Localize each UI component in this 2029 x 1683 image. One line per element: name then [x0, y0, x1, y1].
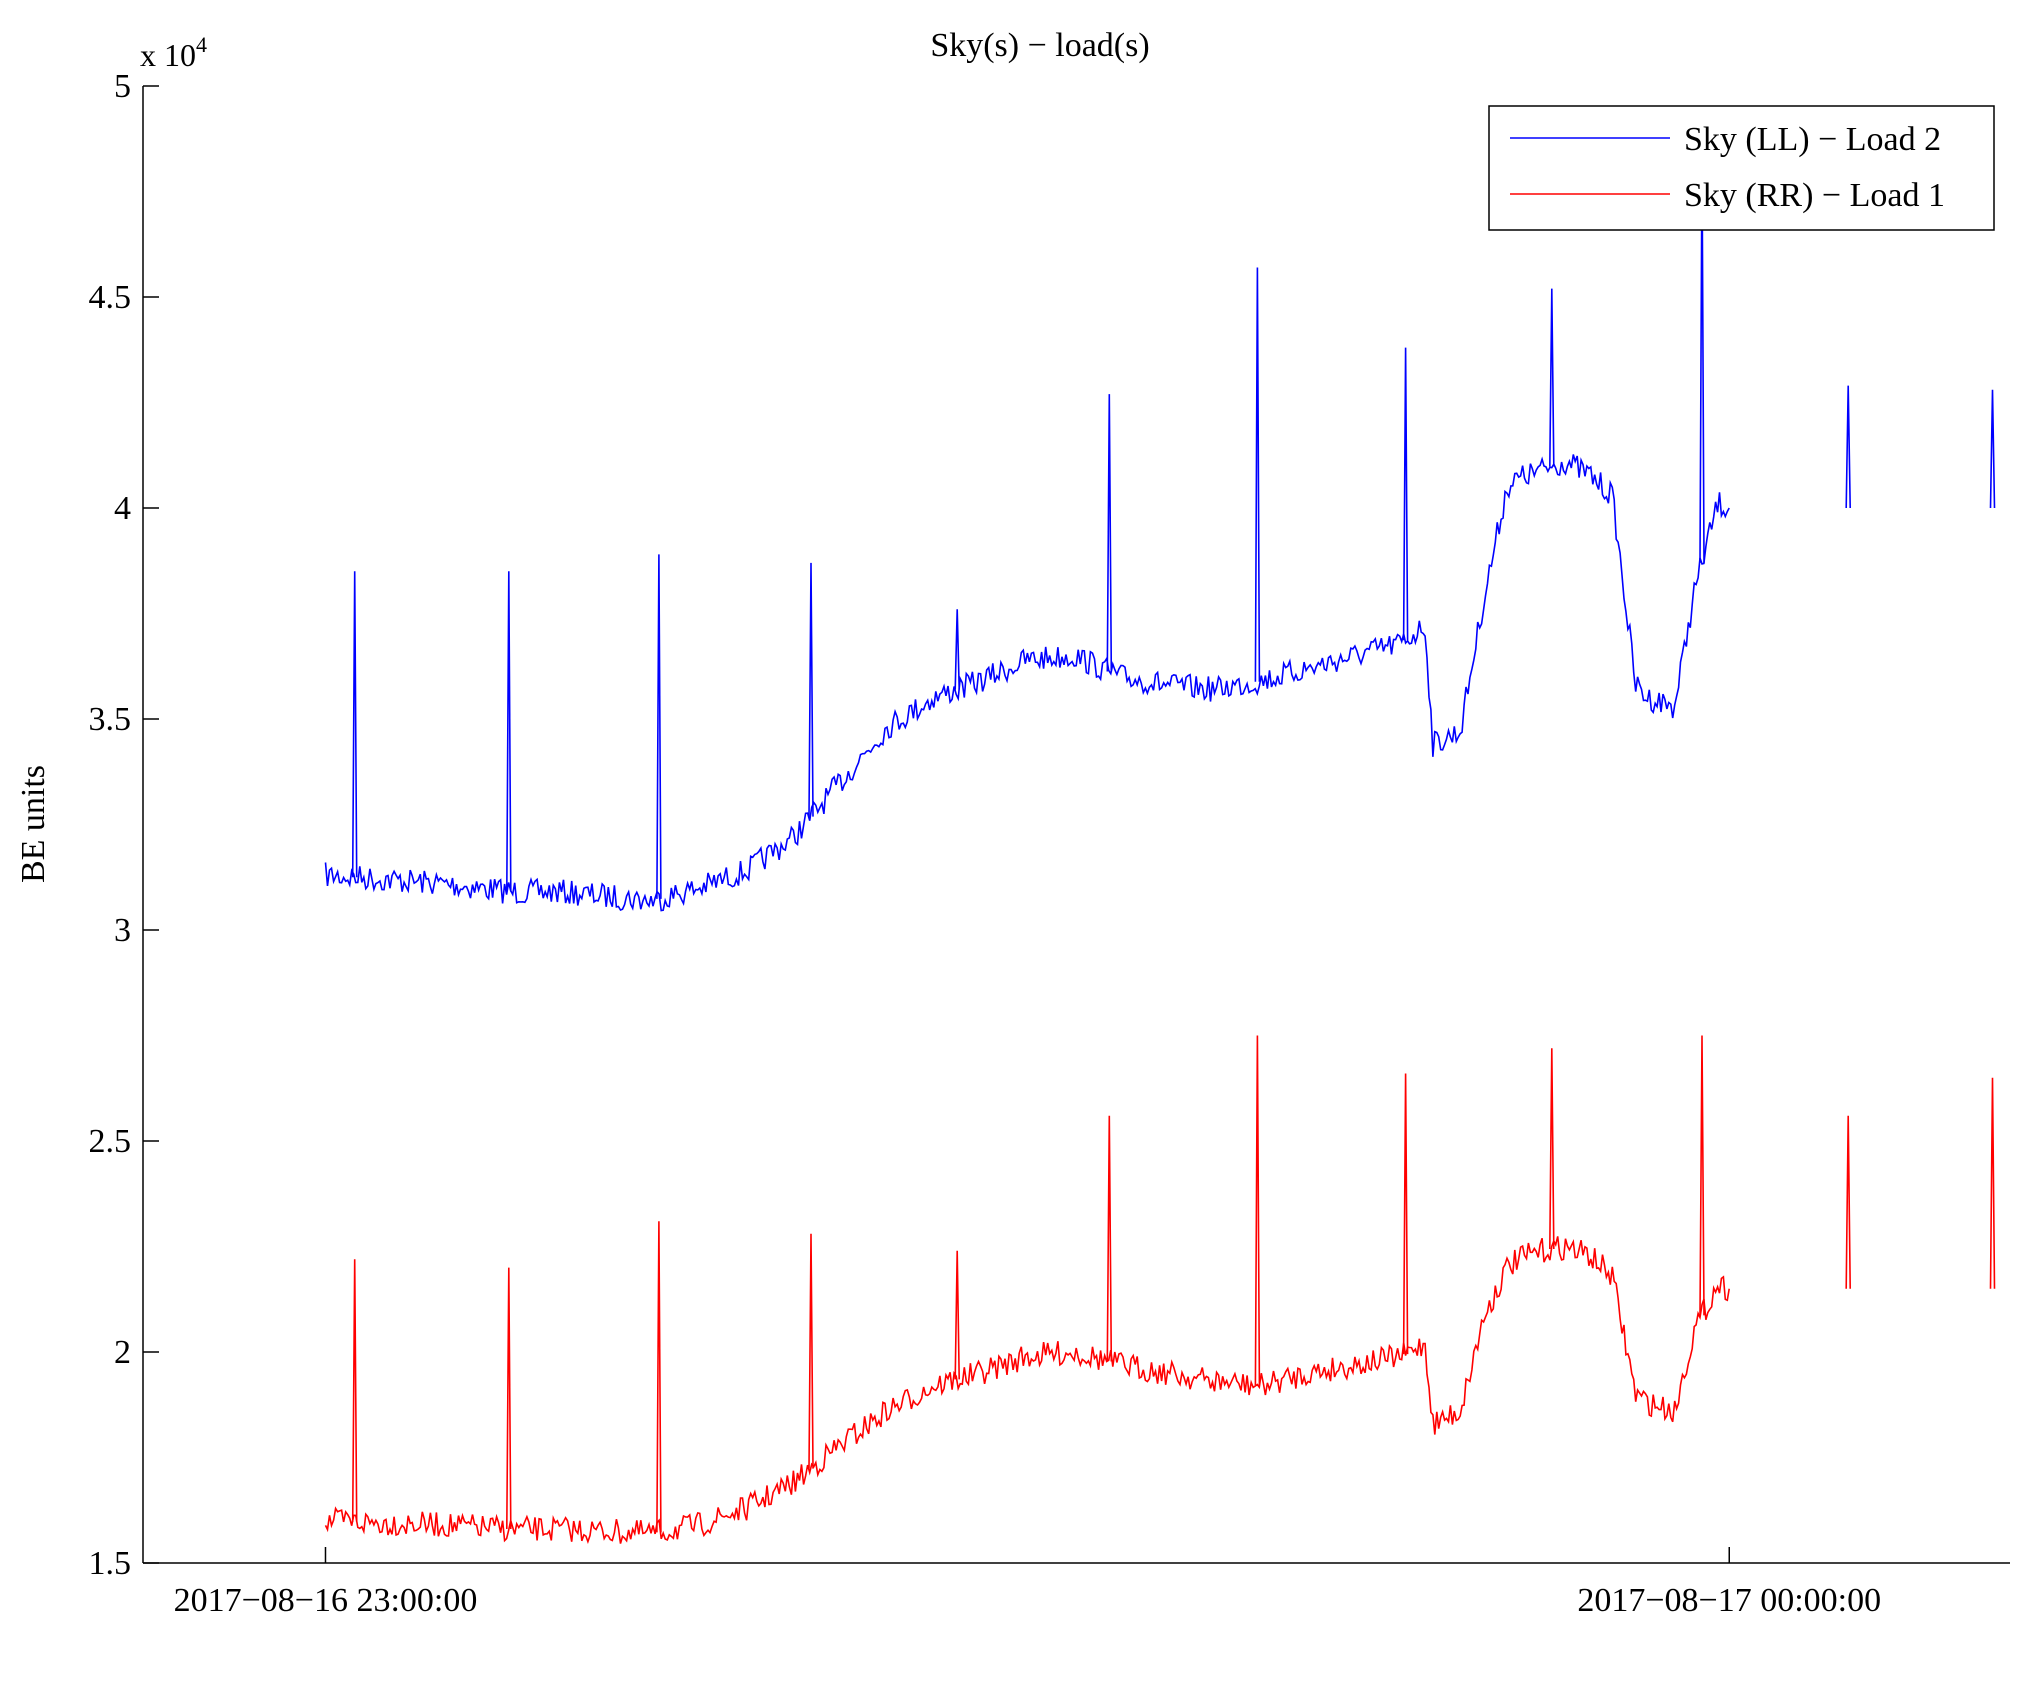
legend: Sky (LL) − Load 2 Sky (RR) − Load 1 [1488, 105, 1995, 231]
series-line-ll [324, 454, 1730, 912]
series-spike-rr [1549, 1048, 1555, 1250]
series-spike-rr [954, 1250, 960, 1380]
series-spike-ll [1254, 267, 1261, 682]
series-layer [324, 153, 1996, 1544]
series-spike-ll [1845, 385, 1851, 509]
series-spike-rr [1402, 1073, 1409, 1355]
series-spike-ll [506, 571, 512, 892]
y-tick-label: 2 [114, 1334, 131, 1371]
y-axis-label: BE units [15, 765, 52, 883]
series-spike-rr [506, 1267, 512, 1530]
y-tick-label: 4.5 [89, 279, 132, 316]
y-ticks: 1.5 2 2.5 3 3.5 4 4.5 5 [89, 68, 159, 1582]
series-spike-ll [1989, 389, 1996, 509]
series-spike-ll [656, 554, 662, 899]
series-spike-ll [351, 571, 358, 878]
series-spike-rr [1106, 1115, 1113, 1362]
series-spike-rr [1845, 1115, 1851, 1289]
legend-label-rr: Sky (RR) − Load 1 [1684, 177, 1945, 214]
y-multiplier: x 104 [140, 32, 207, 73]
y-tick-label: 1.5 [89, 1545, 132, 1582]
series-spike-rr [808, 1233, 814, 1469]
x-tick-label: 2017−08−16 23:00:00 [174, 1582, 478, 1619]
legend-box [1488, 105, 1995, 231]
series-spike-ll [1106, 394, 1113, 672]
series-spike-ll [808, 562, 814, 817]
series-spike-rr [1699, 1035, 1705, 1316]
series-spike-rr [1989, 1077, 1996, 1289]
series-spike-ll [1402, 347, 1409, 641]
y-tick-label: 2.5 [89, 1123, 132, 1160]
series-spike-rr [656, 1221, 662, 1533]
y-tick-label: 4 [114, 490, 131, 527]
x-tick-label: 2017−08−17 00:00:00 [1577, 1582, 1881, 1619]
y-tick-label: 3 [114, 912, 131, 949]
axes [142, 86, 2010, 1564]
series-line-rr [324, 1236, 1730, 1544]
chart-title: Sky(s) − load(s) [930, 27, 1149, 64]
series-spike-rr [1254, 1035, 1261, 1386]
series-spike-rr [351, 1259, 358, 1522]
series-spike-ll [954, 609, 960, 690]
y-multiplier-exponent: 4 [196, 32, 207, 57]
series-spike-ll [1549, 288, 1555, 467]
x-ticks: 2017−08−16 23:00:00 2017−08−17 00:00:00 [174, 1547, 1881, 1619]
y-tick-label: 5 [114, 68, 131, 105]
legend-label-ll: Sky (LL) − Load 2 [1684, 121, 1941, 158]
y-multiplier-base: x 10 [140, 37, 196, 73]
y-tick-label: 3.5 [89, 701, 132, 738]
